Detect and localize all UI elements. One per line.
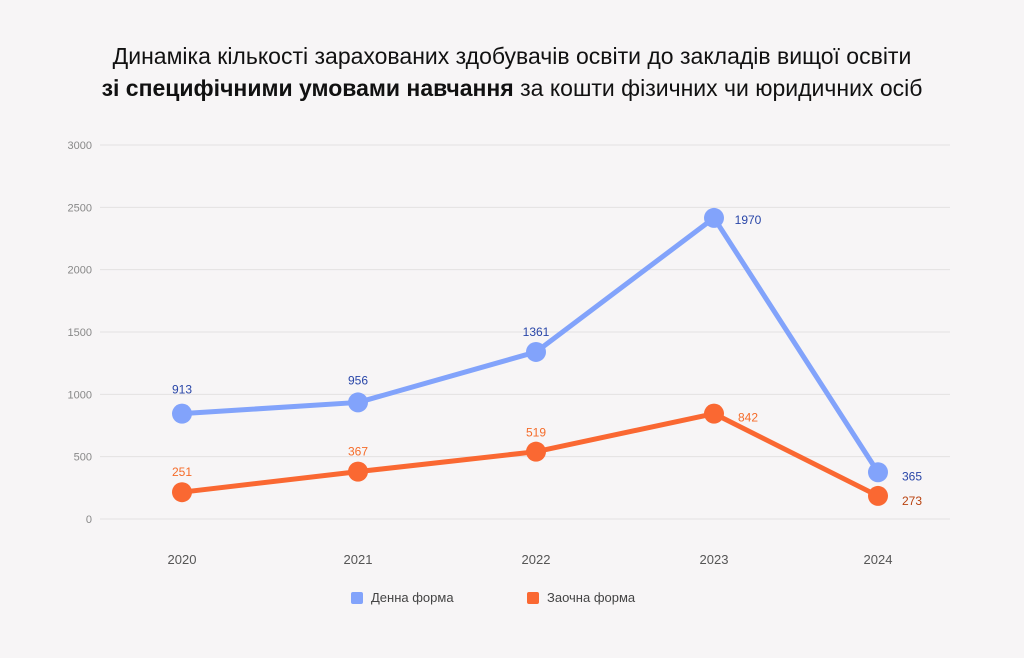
series-group: 913 956 1361 1970 365 251 367 519 842 273 (172, 207, 922, 508)
y-tick-label: 2000 (68, 265, 92, 277)
title-line-2: зі специфічними умовами навчання за кошт… (0, 72, 1024, 104)
legend-label-day: Денна форма (371, 590, 454, 605)
x-tick-label: 2022 (522, 552, 551, 567)
data-point (172, 403, 192, 424)
data-point (868, 485, 888, 506)
title-rest-part: за кошти фізичних чи юридичних осіб (513, 75, 923, 101)
data-point (868, 462, 888, 483)
x-tick-label: 2023 (700, 552, 729, 567)
legend-item-correspondence: Заочна форма (527, 590, 635, 605)
y-tick-label: 1000 (68, 389, 92, 401)
legend: Денна форма Заочна форма (0, 590, 1024, 612)
data-label: 367 (348, 445, 368, 459)
data-label: 365 (902, 469, 922, 483)
x-axis-ticks: 2020 2021 2022 2023 2024 (168, 552, 893, 567)
y-axis-ticks: 0 500 1000 1500 2000 2500 3000 (68, 140, 92, 526)
grid-lines (100, 144, 950, 520)
x-tick-label: 2020 (168, 552, 197, 567)
data-label: 842 (738, 411, 758, 425)
data-label: 913 (172, 383, 192, 397)
legend-item-day: Денна форма (351, 590, 454, 605)
data-point (172, 482, 192, 503)
data-point (526, 341, 546, 362)
data-point (704, 207, 724, 228)
data-label: 519 (526, 426, 546, 440)
data-label: 1970 (735, 213, 762, 227)
y-tick-label: 2500 (68, 202, 92, 214)
data-point (704, 403, 724, 424)
data-label: 251 (172, 465, 192, 479)
data-label: 273 (902, 494, 922, 508)
y-tick-label: 0 (86, 514, 92, 526)
title-line-1: Динаміка кількості зарахованих здобувачі… (112, 43, 912, 69)
data-point (348, 392, 368, 413)
y-tick-label: 3000 (68, 140, 92, 152)
legend-swatch-correspondence (527, 591, 539, 604)
data-label: 1361 (523, 325, 550, 339)
legend-label-correspondence: Заочна форма (547, 590, 636, 605)
chart-title: Динаміка кількості зарахованих здобувачі… (0, 40, 1024, 104)
x-tick-label: 2024 (864, 552, 893, 567)
legend-swatch-day (351, 591, 363, 604)
title-bold-part: зі специфічними умовами навчання (101, 75, 514, 101)
y-tick-label: 1500 (68, 327, 92, 339)
y-tick-label: 500 (74, 452, 92, 464)
data-label: 956 (348, 373, 368, 387)
x-tick-label: 2021 (344, 552, 373, 567)
data-point (526, 441, 546, 462)
data-point (348, 461, 368, 482)
